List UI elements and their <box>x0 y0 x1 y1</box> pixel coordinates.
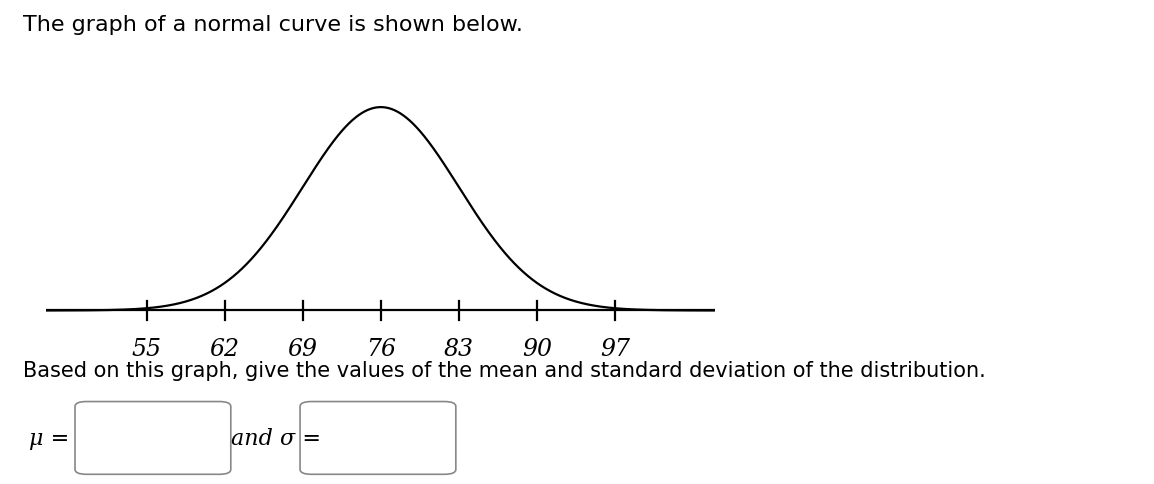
Text: Based on this graph, give the values of the mean and standard deviation of the d: Based on this graph, give the values of … <box>23 361 986 380</box>
Text: and σ =: and σ = <box>231 427 321 449</box>
Text: μ =: μ = <box>29 427 69 449</box>
Text: The graph of a normal curve is shown below.: The graph of a normal curve is shown bel… <box>23 15 523 34</box>
